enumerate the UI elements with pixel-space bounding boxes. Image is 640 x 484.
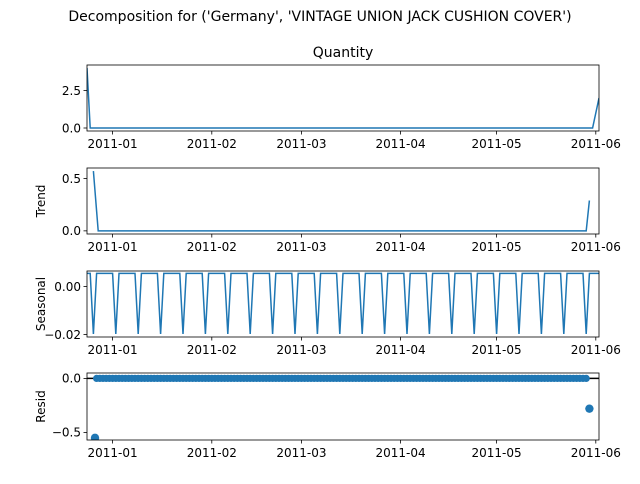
resid-outlier-point (90, 433, 100, 440)
axes-frame (86, 372, 600, 441)
axes-frame (86, 270, 600, 338)
axes-frame (86, 167, 600, 235)
y-tick-label: 2.5 (62, 84, 81, 98)
seasonal-series-line (87, 272, 599, 334)
y-axis-label: Trend (34, 185, 48, 219)
x-tick-label: 2011-03 (276, 343, 326, 357)
x-tick-label: 2011-06 (571, 343, 621, 357)
x-tick-label: 2011-01 (88, 446, 138, 460)
x-tick-label: 2011-02 (187, 446, 237, 460)
data-layer (87, 272, 599, 334)
y-tick-label: 0.0 (62, 372, 81, 386)
x-tick-label: 2011-06 (571, 137, 621, 151)
y-tick-label: 0.0 (62, 121, 81, 135)
panel-trend: Trend 0.0 0.5 2011-01 2011-02 2011-03 2011-04 2… (34, 167, 621, 254)
panel-resid: Resid 0.0 −0.5 2011-01 2011-02 2011-03 2011-04… (34, 372, 621, 460)
x-tick-label: 2011-02 (187, 137, 237, 151)
data-layer (87, 374, 599, 440)
x-tick-label: 2011-03 (276, 240, 326, 254)
panel-title: Quantity (313, 45, 374, 61)
resid-outlier-point (585, 404, 594, 413)
x-tick-label: 2011-03 (276, 137, 326, 151)
y-axis-label: Seasonal (34, 277, 48, 331)
data-layer (92, 171, 591, 232)
x-tick-label: 2011-05 (472, 240, 522, 254)
series-line (92, 171, 591, 232)
series-line (87, 67, 599, 129)
y-tick-label: 0.00 (54, 280, 81, 294)
y-tick-label: −0.5 (52, 426, 81, 440)
x-tick-label: 2011-06 (571, 240, 621, 254)
x-tick-label: 2011-01 (88, 343, 138, 357)
x-tick-label: 2011-02 (187, 343, 237, 357)
x-tick-label: 2011-02 (187, 240, 237, 254)
y-axis-label: Resid (34, 390, 48, 422)
figure-suptitle: Decomposition for ('Germany', 'VINTAGE U… (68, 9, 571, 25)
data-layer (87, 67, 599, 129)
axes-frame (86, 64, 600, 132)
x-tick-label: 2011-05 (472, 137, 522, 151)
panel-quantity: Quantity 0.0 2.5 2011-01 2011-02 2011-03 2011-… (62, 45, 621, 151)
x-tick-label: 2011-05 (472, 343, 522, 357)
x-tick-label: 2011-04 (376, 343, 426, 357)
resid-point (582, 374, 590, 383)
x-tick-label: 2011-01 (88, 240, 138, 254)
y-tick-label: 0.5 (62, 172, 81, 186)
y-tick-label: −0.02 (44, 328, 81, 342)
x-tick-label: 2011-05 (472, 446, 522, 460)
x-tick-label: 2011-04 (376, 137, 426, 151)
panel-seasonal: Seasonal 0.00 −0.02 2011-01 2011-02 2011-03 20… (34, 270, 621, 357)
x-tick-label: 2011-04 (376, 240, 426, 254)
x-tick-label: 2011-03 (276, 446, 326, 460)
x-tick-label: 2011-06 (571, 446, 621, 460)
x-tick-label: 2011-01 (88, 137, 138, 151)
x-tick-label: 2011-04 (376, 446, 426, 460)
y-tick-label: 0.0 (62, 224, 81, 238)
